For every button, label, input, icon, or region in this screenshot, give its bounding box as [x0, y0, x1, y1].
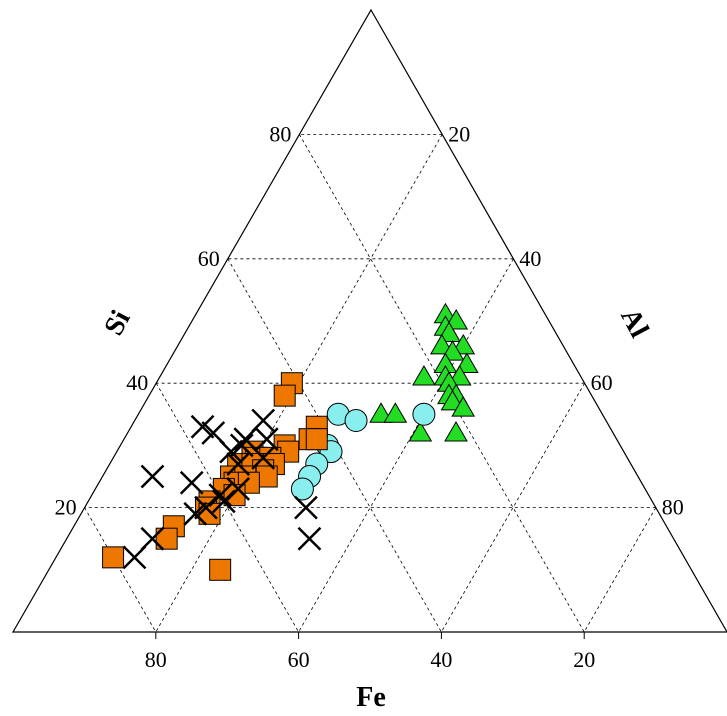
tick-label-fe: 80 [145, 647, 167, 672]
x-point [219, 439, 243, 464]
axis-label-al: Al [614, 303, 655, 342]
data-points [102, 302, 479, 581]
x-point [254, 427, 279, 452]
tick-label-si: 20 [55, 495, 77, 520]
circle-point [344, 409, 368, 433]
triangle-point [412, 364, 436, 386]
triangle-point [437, 321, 461, 342]
x-point [122, 545, 147, 570]
square-point [305, 428, 328, 451]
tick-label-fe: 20 [573, 647, 595, 672]
x-point [297, 526, 322, 551]
x-point [179, 470, 204, 495]
axis-label-fe: Fe [356, 682, 386, 713]
grid-lines [84, 133, 657, 633]
tick-label-si: 80 [269, 121, 291, 146]
square-point [155, 527, 178, 550]
x-point [226, 452, 251, 476]
triangle-point [454, 352, 479, 374]
x-point [226, 477, 251, 501]
tick-label-al: 80 [662, 495, 684, 520]
square-point [209, 558, 232, 581]
x-point [194, 495, 218, 520]
square-point [273, 384, 296, 407]
x-point [190, 414, 215, 439]
tick-label-al: 20 [448, 121, 470, 146]
x-point [229, 433, 254, 458]
x-point [140, 464, 165, 489]
triangle-point [408, 420, 433, 442]
x-point [211, 489, 236, 514]
x-point [294, 495, 318, 520]
triangle-point [444, 420, 468, 442]
tick-label-fe: 60 [288, 647, 310, 672]
x-point [251, 445, 276, 470]
tick-label-si: 40 [126, 370, 148, 395]
triangle-point [451, 396, 476, 417]
tick-label-al: 60 [591, 370, 613, 395]
tick-label-fe: 40 [430, 647, 452, 672]
grid-line-al [583, 507, 657, 633]
triangle-point [440, 340, 465, 361]
tick-labels: 20 40 60 80 20 40 60 80 80 60 40 20 [55, 121, 684, 672]
square-point [102, 546, 125, 569]
x-point [183, 501, 208, 526]
grid-line-fe [84, 507, 157, 633]
circle-point [412, 402, 436, 426]
tick-label-si: 60 [198, 246, 220, 271]
triangle-frame [11, 8, 727, 633]
circle-point [290, 477, 314, 501]
x-point [208, 483, 233, 508]
axis-label-si: Si [98, 305, 136, 340]
triangle-point [383, 402, 408, 423]
tick-label-al: 40 [519, 246, 541, 271]
